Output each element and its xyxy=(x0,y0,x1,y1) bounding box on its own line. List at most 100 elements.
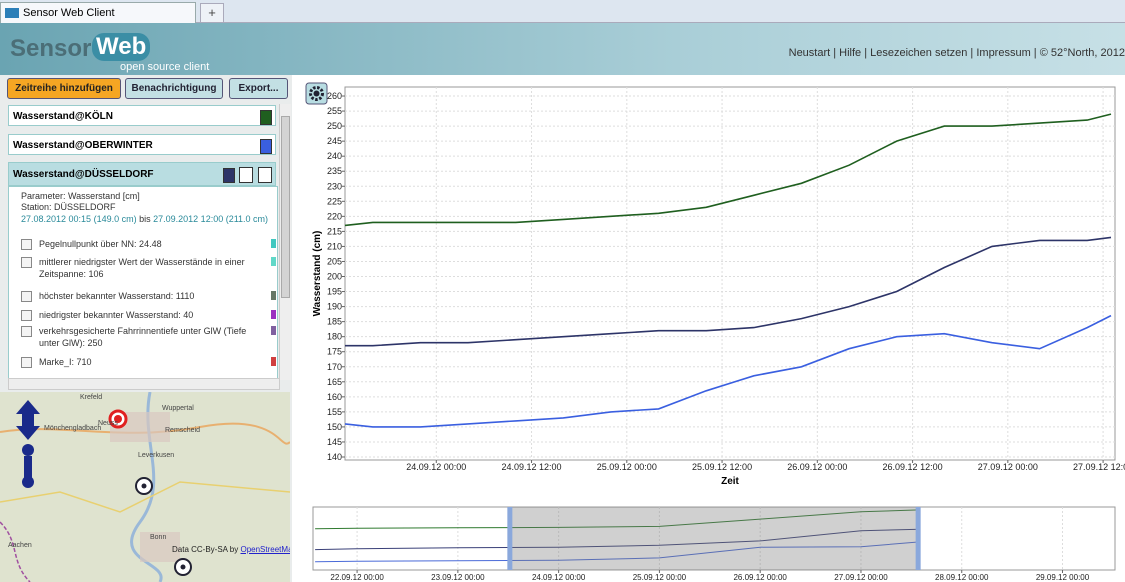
x-tick-label: 24.09.12 00:00 xyxy=(532,573,586,582)
y-tick-label: 145 xyxy=(327,437,342,447)
zoom-in[interactable] xyxy=(22,444,34,456)
reference-checkbox[interactable] xyxy=(21,357,32,368)
y-tick-label: 230 xyxy=(327,181,342,191)
x-tick-label: 25.09.12 00:00 xyxy=(597,462,657,472)
x-tick-label: 29.09.12 00:00 xyxy=(1036,573,1090,582)
attribution-text: Data CC-By-SA by xyxy=(172,545,238,554)
x-tick-label: 27.09.12 00:00 xyxy=(978,462,1038,472)
y-axis-label: Wasserstand (cm) xyxy=(312,231,323,317)
export-button[interactable]: Export... xyxy=(229,78,288,99)
reference-label: verkehrsgesicherte Fahrrinnentiefe unter… xyxy=(39,325,264,349)
browser-tab[interactable]: Sensor Web Client xyxy=(0,2,196,23)
info-button[interactable] xyxy=(239,167,253,183)
logo-web: Web xyxy=(92,33,150,61)
x-tick-label: 26.09.12 00:00 xyxy=(787,462,847,472)
y-tick-label: 215 xyxy=(327,226,342,236)
plot-area xyxy=(345,87,1115,460)
x-tick-label: 22.09.12 00:00 xyxy=(330,573,384,582)
map-place: Krefeld xyxy=(80,394,102,401)
timeseries-label: Wasserstand@DÜSSELDORF xyxy=(13,169,154,180)
reference-checkbox[interactable] xyxy=(21,239,32,250)
timeseries-color[interactable] xyxy=(223,168,235,183)
y-tick-label: 200 xyxy=(327,272,342,282)
x-tick-label: 28.09.12 00:00 xyxy=(935,573,989,582)
x-tick-label: 24.09.12 00:00 xyxy=(406,462,466,472)
y-tick-label: 140 xyxy=(327,452,342,462)
reference-checkbox[interactable] xyxy=(21,291,32,302)
selection-range xyxy=(510,507,917,570)
y-tick-label: 165 xyxy=(327,377,342,387)
range-end: 27.09.2012 12:00 (211.0 cm) xyxy=(153,214,268,224)
new-tab-button[interactable]: + xyxy=(200,3,224,23)
add-timeseries-button[interactable]: Zeitreihe hinzufügen xyxy=(7,78,121,99)
map-place: Mönchengladbach xyxy=(44,425,101,432)
y-tick-label: 205 xyxy=(327,256,342,266)
timeseries-label: Wasserstand@KÖLN xyxy=(13,111,113,122)
reference-color xyxy=(271,326,276,335)
y-tick-label: 175 xyxy=(327,347,342,357)
timeseries-color[interactable] xyxy=(260,139,272,154)
settings-gear-hub xyxy=(314,91,320,97)
attribution-link[interactable]: OpenStreetMap xyxy=(240,545,290,554)
chart-area: 140 145 150 155 160 165 170 175 180 185 190 195 200 2… xyxy=(300,75,1125,582)
map[interactable]: Krefeld Wuppertal Mönchengladbach Neuss … xyxy=(0,392,290,582)
timeseries-item-selected[interactable]: Wasserstand@DÜSSELDORF xyxy=(8,162,276,186)
y-tick-label: 210 xyxy=(327,241,342,251)
reference-color xyxy=(271,239,276,248)
reference-checkbox[interactable] xyxy=(21,310,32,321)
y-tick-label: 180 xyxy=(327,332,342,342)
reference-label: niedrigster bekannter Wasserstand: 40 xyxy=(39,309,264,321)
timeseries-item[interactable]: Wasserstand@OBERWINTER xyxy=(8,134,276,155)
reference-color xyxy=(271,291,276,300)
y-tick-label: 195 xyxy=(327,287,342,297)
map-place: Leverkusen xyxy=(138,452,174,459)
timeseries-color[interactable] xyxy=(260,110,272,125)
x-tick-label: 27.09.12 12:00 xyxy=(1073,462,1125,472)
y-tick-label: 160 xyxy=(327,392,342,402)
x-tick-label: 23.09.12 00:00 xyxy=(431,573,485,582)
map-place: Remscheid xyxy=(165,427,200,434)
x-tick-label: 24.09.12 12:00 xyxy=(502,462,562,472)
timeseries-item[interactable]: Wasserstand@KÖLN xyxy=(8,105,276,126)
timeseries-label: Wasserstand@OBERWINTER xyxy=(13,140,153,151)
reference-color xyxy=(271,257,276,266)
y-tick-label: 150 xyxy=(327,422,342,432)
station: Station: DÜSSELDORF xyxy=(21,202,116,212)
selection-handle xyxy=(916,507,921,570)
notification-button[interactable]: Benachrichtigung xyxy=(125,78,223,99)
tagline: open source client xyxy=(120,61,209,73)
y-tick-label: 190 xyxy=(327,302,342,312)
x-tick-label: 25.09.12 12:00 xyxy=(692,462,752,472)
map-place: Aachen xyxy=(8,542,32,549)
zoom-slider[interactable] xyxy=(24,456,32,478)
timeseries-details: Parameter: Wasserstand [cm] Station: DÜS… xyxy=(8,186,278,380)
map-place: Wuppertal xyxy=(162,405,194,412)
reference-checkbox[interactable] xyxy=(21,326,32,337)
pan-control[interactable] xyxy=(16,400,40,440)
scroll-thumb[interactable] xyxy=(281,116,290,298)
remove-button[interactable] xyxy=(258,167,272,183)
range-separator: bis xyxy=(139,214,151,224)
y-tick-label: 250 xyxy=(327,121,342,131)
y-tick-label: 185 xyxy=(327,317,342,327)
map-border xyxy=(0,522,30,582)
time-range: 27.08.2012 00:15 (149.0 cm) bis 27.09.20… xyxy=(21,214,268,224)
y-tick-label: 255 xyxy=(327,106,342,116)
reference-checkbox[interactable] xyxy=(21,257,32,268)
scrollbar[interactable] xyxy=(279,104,291,380)
y-tick-label: 235 xyxy=(327,166,342,176)
y-tick-label: 155 xyxy=(327,407,342,417)
x-tick-label: 27.09.12 00:00 xyxy=(834,573,888,582)
y-tick-label: 170 xyxy=(327,362,342,372)
station-marker-dot xyxy=(181,565,186,570)
reference-label: höchster bekannter Wasserstand: 1110 xyxy=(39,290,264,302)
header-links[interactable]: Neustart | Hilfe | Lesezeichen setzen | … xyxy=(789,47,1125,59)
reference-label: mittlerer niedrigster Wert der Wasserstä… xyxy=(39,256,264,280)
horizontal-scrollbar[interactable] xyxy=(8,378,280,390)
y-tick-label: 225 xyxy=(327,196,342,206)
x-tick-label: 25.09.12 00:00 xyxy=(633,573,687,582)
map-place: Neuss xyxy=(98,420,118,427)
x-tick-label: 26.09.12 12:00 xyxy=(883,462,943,472)
y-tick-label: 240 xyxy=(327,151,342,161)
zoom-out[interactable] xyxy=(22,476,34,488)
